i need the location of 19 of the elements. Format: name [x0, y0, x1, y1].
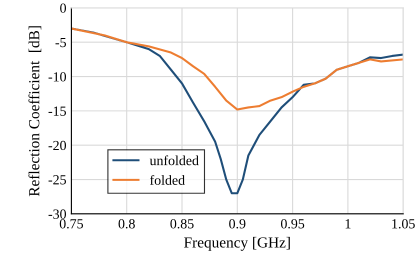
x-tick-label: 0.8	[118, 219, 135, 229]
x-tick-label: 1	[346, 219, 351, 228]
legend-label: unfolded	[150, 155, 199, 166]
y-tick-label: -15	[48, 106, 66, 116]
y-axis-title: Reflection Coefficient [dB]	[28, 26, 42, 196]
x-axis-title: Frequency [GHz]	[184, 236, 290, 251]
y-tick-label: -25	[48, 175, 66, 184]
y-tick-label: -5	[55, 38, 66, 48]
y-tick-label: -20	[48, 140, 66, 150]
line-series	[71, 27, 404, 111]
y-tick-label: -30	[48, 209, 66, 219]
y-tick-label: -10	[48, 72, 66, 82]
x-tick-label: 0.95	[280, 219, 304, 229]
y-tick-label: 0	[60, 4, 66, 13]
x-tick-label: 1.05	[392, 219, 415, 229]
x-tick-label: 0.75	[60, 219, 84, 229]
x-tick-label: 0.85	[170, 219, 194, 229]
x-tick-label: 0.9	[229, 219, 246, 229]
legend-label: folded	[150, 174, 185, 185]
